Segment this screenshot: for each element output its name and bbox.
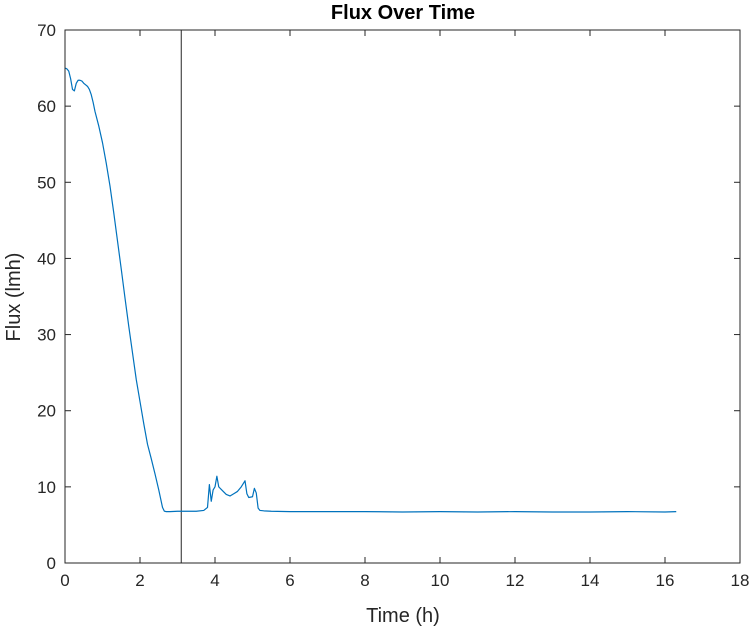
- y-tick-label: 70: [37, 21, 56, 40]
- chart-title: Flux Over Time: [331, 2, 475, 24]
- x-tick-label: 2: [135, 571, 144, 590]
- y-tick-label: 10: [37, 478, 56, 497]
- x-tick-label: 18: [731, 571, 750, 590]
- series-line-flux: [64, 67, 677, 513]
- x-tick-label: 16: [656, 571, 675, 590]
- x-tick-label: 0: [60, 571, 69, 590]
- y-tick-label: 30: [37, 326, 56, 345]
- x-tick-label: 12: [506, 571, 525, 590]
- plot-frame: [64, 29, 741, 564]
- x-tick-label: 10: [431, 571, 450, 590]
- y-tick-label: 40: [37, 249, 56, 268]
- y-axis-label: Flux (lmh): [3, 253, 25, 342]
- x-tick-label: 8: [360, 571, 369, 590]
- y-tick-label: 50: [37, 173, 56, 192]
- x-axis-label: Time (h): [366, 605, 440, 627]
- y-tick-label: 0: [47, 554, 56, 573]
- y-tick-label: 20: [37, 402, 56, 421]
- x-tick-label: 6: [285, 571, 294, 590]
- x-tick-label: 4: [210, 571, 219, 590]
- y-tick-label: 60: [37, 97, 56, 116]
- axis-ticks: 0 2 4 6 8 10 12 14 16 18 0 10 20 30 40 50 60 70: [37, 21, 749, 590]
- x-tick-label: 14: [581, 571, 600, 590]
